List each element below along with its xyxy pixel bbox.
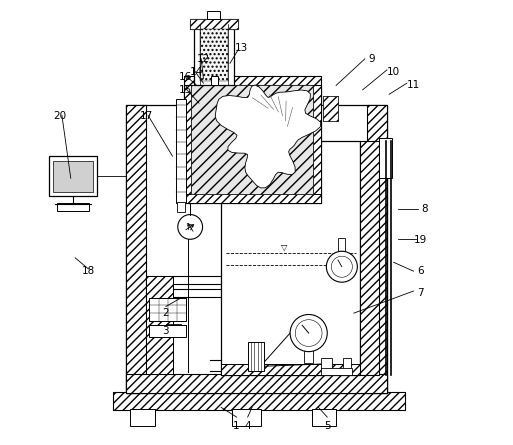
Text: 3: 3 <box>163 326 169 336</box>
Text: 1: 1 <box>233 421 240 431</box>
Bar <box>338 238 345 251</box>
Bar <box>343 358 351 369</box>
Bar <box>53 161 93 191</box>
Text: 5: 5 <box>324 421 330 431</box>
Text: 19: 19 <box>413 235 427 245</box>
Bar <box>221 364 361 375</box>
Bar <box>221 141 361 375</box>
Bar <box>184 194 321 202</box>
Bar <box>113 392 405 410</box>
Bar <box>304 350 313 363</box>
Text: 4: 4 <box>244 421 251 431</box>
Bar <box>149 325 186 337</box>
Text: 10: 10 <box>387 67 400 77</box>
Bar <box>321 358 332 369</box>
Bar <box>210 76 218 85</box>
Text: 12: 12 <box>197 54 210 64</box>
Bar <box>49 156 97 196</box>
Bar <box>361 141 379 375</box>
Text: 20: 20 <box>53 111 66 121</box>
Bar <box>126 105 387 393</box>
Bar <box>149 298 186 321</box>
Bar <box>146 276 367 284</box>
Text: ▽: ▽ <box>281 242 287 251</box>
Bar <box>201 29 228 81</box>
Bar <box>184 76 321 85</box>
Bar <box>367 105 387 393</box>
Bar <box>312 409 336 426</box>
Bar <box>176 99 186 202</box>
Bar <box>184 85 191 202</box>
Bar <box>146 276 173 374</box>
Bar <box>191 85 312 194</box>
Text: 7: 7 <box>417 288 423 298</box>
Bar <box>130 409 155 426</box>
Text: 13: 13 <box>234 43 248 53</box>
Bar <box>126 105 146 393</box>
Bar <box>146 276 173 374</box>
Bar <box>248 342 265 371</box>
Bar <box>184 85 191 202</box>
Bar <box>184 76 321 85</box>
Text: 9: 9 <box>368 54 375 64</box>
Bar <box>312 85 321 202</box>
Bar <box>312 85 321 202</box>
Text: 14: 14 <box>190 67 204 77</box>
Bar <box>126 374 387 393</box>
Bar <box>126 374 387 393</box>
Circle shape <box>326 251 358 282</box>
Bar <box>194 24 234 85</box>
Text: 6: 6 <box>417 266 423 276</box>
Bar <box>207 11 220 19</box>
Text: 16: 16 <box>179 72 192 81</box>
Bar <box>184 194 321 202</box>
Bar <box>113 392 405 410</box>
Bar <box>323 97 338 121</box>
Text: 8: 8 <box>421 204 428 214</box>
Text: 11: 11 <box>407 81 420 90</box>
Text: 2: 2 <box>163 308 169 318</box>
Text: 15: 15 <box>179 85 192 95</box>
Bar <box>190 19 238 29</box>
Bar <box>146 289 367 297</box>
Bar <box>56 203 89 211</box>
Text: 17: 17 <box>140 111 152 121</box>
Bar <box>321 368 351 375</box>
Bar <box>190 19 238 29</box>
Bar <box>221 364 361 375</box>
Bar <box>367 105 387 393</box>
Bar <box>177 202 185 212</box>
Bar <box>379 138 392 178</box>
Polygon shape <box>215 85 321 188</box>
Bar <box>232 409 261 426</box>
Text: 18: 18 <box>82 266 95 276</box>
Bar <box>184 85 321 202</box>
Bar <box>361 141 379 375</box>
Bar <box>323 97 338 121</box>
Bar <box>126 105 146 393</box>
Circle shape <box>290 315 327 352</box>
